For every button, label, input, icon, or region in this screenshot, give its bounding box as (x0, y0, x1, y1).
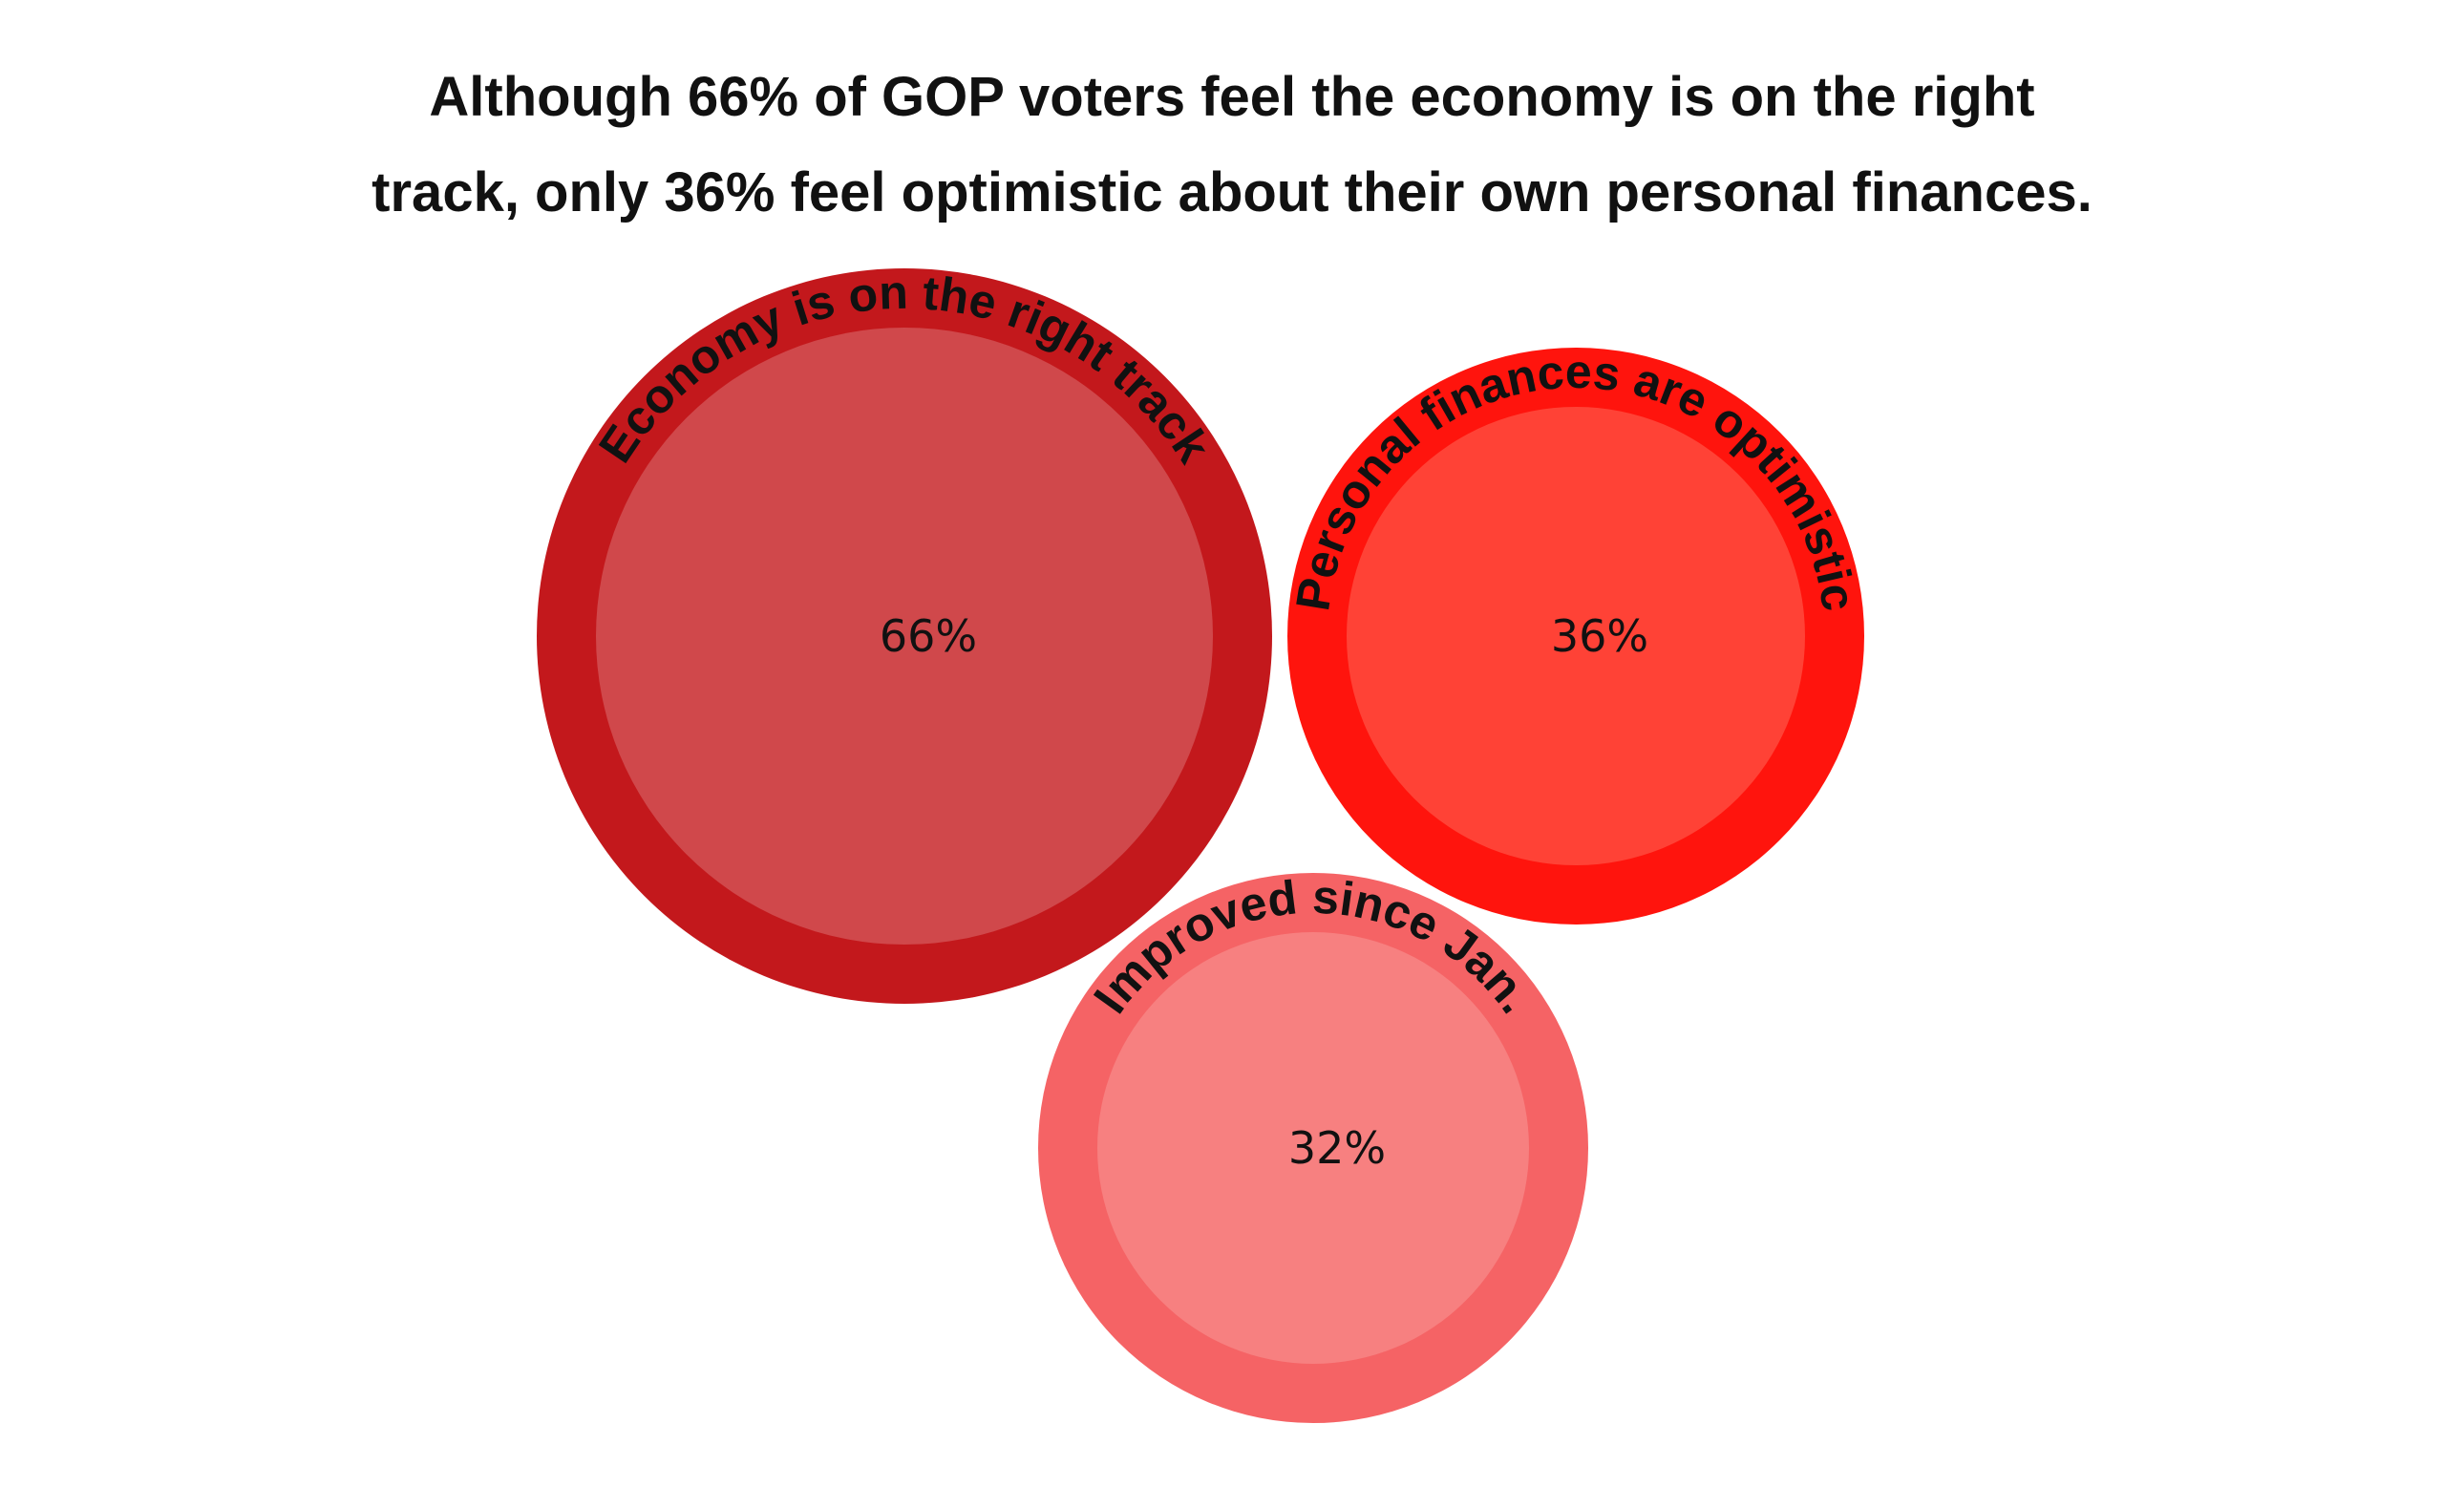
bubble-value-economy: 66% (880, 610, 977, 662)
chart-title: Although 66% of GOP voters feel the econ… (0, 50, 2464, 241)
bubble-fill-economy (596, 328, 1213, 945)
bubble-improved: Improved since Jan.32% (1038, 870, 1588, 1423)
bubble-value-personal-finances: 36% (1551, 610, 1648, 662)
bubble-fill-improved (1097, 932, 1529, 1364)
bubbles-group: Economy is on the right track66%Personal… (537, 266, 1866, 1423)
title-line-2: track, only 36% feel optimistic about th… (372, 161, 2092, 223)
bubble-value-improved: 32% (1288, 1122, 1386, 1174)
title-line-1: Although 66% of GOP voters feel the econ… (429, 66, 2035, 128)
bubble-fill-personal-finances (1347, 407, 1805, 865)
